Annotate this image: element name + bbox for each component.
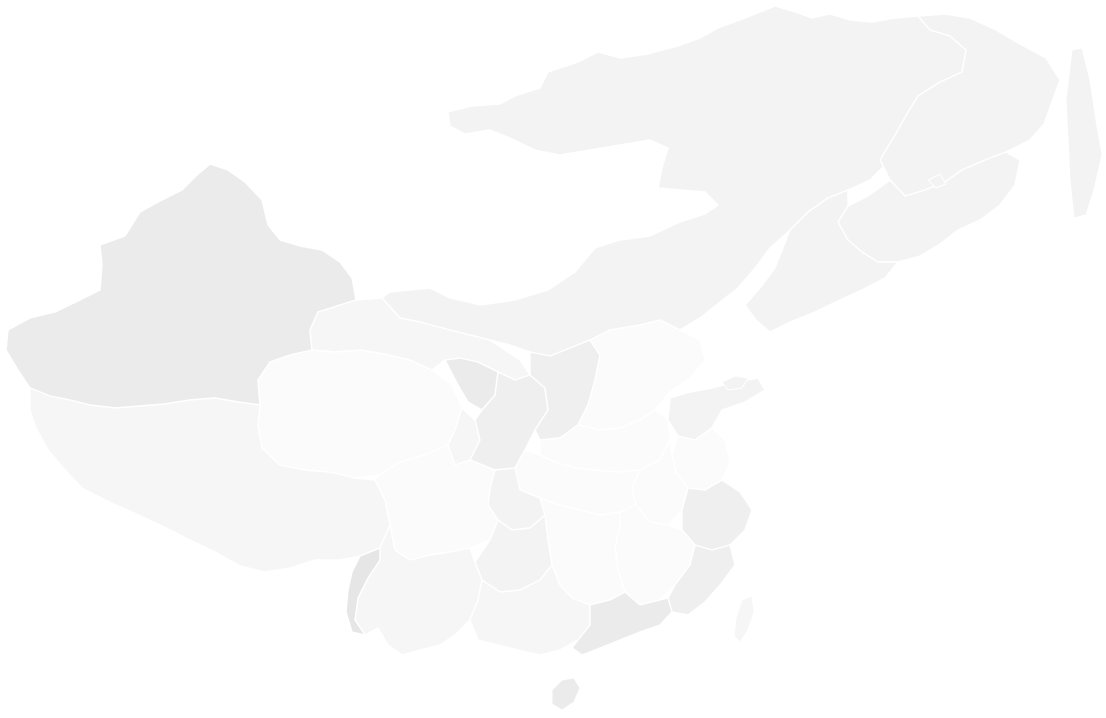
region-liaoning[interactable] — [744, 189, 899, 333]
region-sakhalin-strip — [1065, 47, 1103, 219]
island-northeast-coast — [927, 173, 947, 189]
region-yunnan-west[interactable] — [345, 547, 381, 636]
region-shandong[interactable] — [667, 377, 766, 441]
region-taiwan[interactable] — [733, 595, 755, 643]
region-hainan[interactable] — [551, 677, 581, 711]
region-fujian[interactable] — [667, 544, 736, 616]
region-hebei[interactable] — [577, 319, 706, 431]
island-shandong-coast — [721, 375, 749, 391]
region-inner-mongolia[interactable] — [381, 5, 967, 357]
region-zhejiang[interactable] — [681, 479, 753, 551]
region-guangdong[interactable] — [571, 591, 673, 656]
